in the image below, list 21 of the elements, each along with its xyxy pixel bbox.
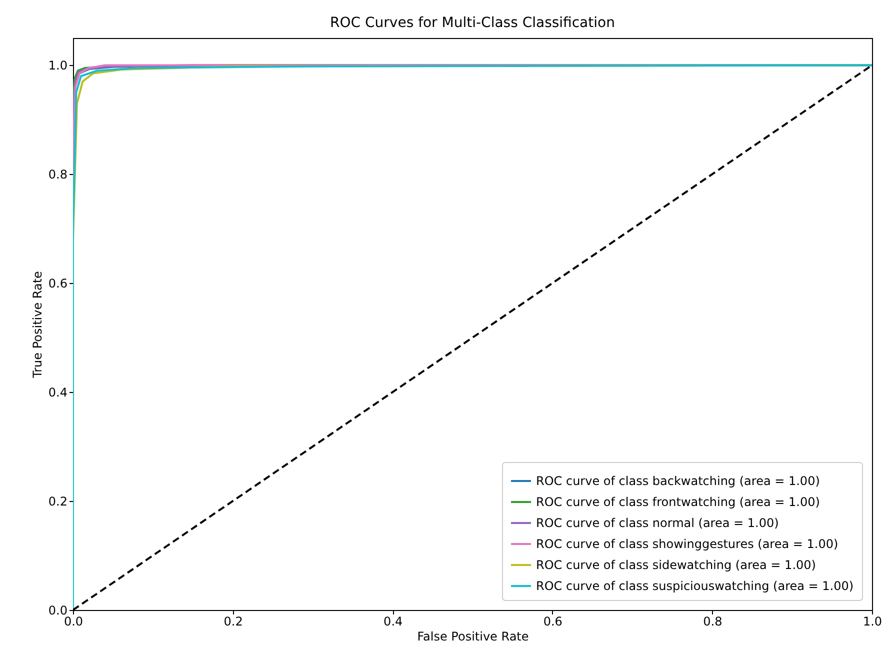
y-tick-label: 0.6 <box>48 276 68 291</box>
legend-label: ROC curve of class suspiciouswatching (area = 1.00) <box>536 579 854 593</box>
y-axis-title: True Positive Rate <box>30 271 44 379</box>
y-tick-label: 0.0 <box>48 604 68 618</box>
legend-label: ROC curve of class showinggestures (area = 1.00) <box>536 537 838 551</box>
legend-label: ROC curve of class backwatching (area = 1.00) <box>536 474 820 488</box>
legend-label: ROC curve of class normal (area = 1.00) <box>536 516 779 530</box>
y-tick-label: 1.0 <box>48 58 68 73</box>
x-tick-label: 0.4 <box>384 614 403 628</box>
y-tick-label: 0.2 <box>48 494 68 509</box>
y-tick-label: 0.8 <box>48 168 68 182</box>
x-axis-title: False Positive Rate <box>417 630 529 644</box>
chart-title: ROC Curves for Multi-Class Classification <box>330 15 615 31</box>
legend-label: ROC curve of class sidewatching (area = 1.00) <box>536 558 816 572</box>
legend-label: ROC curve of class frontwatching (area = 1.00) <box>536 495 820 509</box>
x-tick-label: 0.6 <box>543 614 562 628</box>
x-tick-label: 0.8 <box>703 614 722 628</box>
x-tick-label: 0.2 <box>224 614 243 628</box>
x-tick-label: 1.0 <box>862 614 882 628</box>
x-tick-label: 0.0 <box>64 614 84 628</box>
y-tick-label: 0.4 <box>48 386 68 400</box>
